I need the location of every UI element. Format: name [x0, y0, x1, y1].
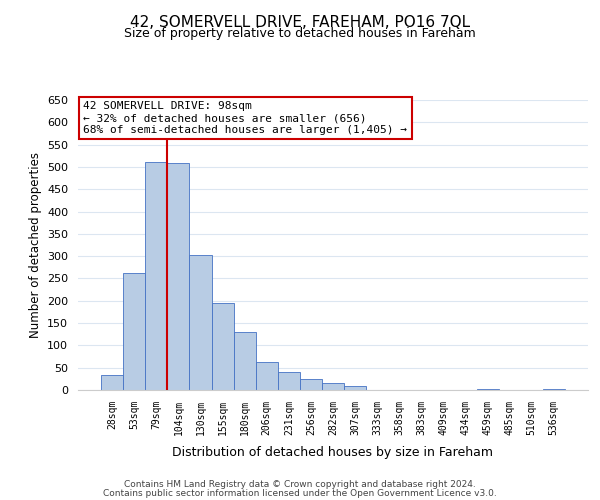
Text: Contains public sector information licensed under the Open Government Licence v3: Contains public sector information licen…: [103, 489, 497, 498]
Bar: [123, 272, 145, 390]
Text: 42, SOMERVELL DRIVE, FAREHAM, PO16 7QL: 42, SOMERVELL DRIVE, FAREHAM, PO16 7QL: [130, 15, 470, 30]
Bar: [344, 386, 366, 390]
Y-axis label: Number of detached properties: Number of detached properties: [29, 152, 41, 338]
Text: Size of property relative to detached houses in Fareham: Size of property relative to detached ho…: [124, 28, 476, 40]
Bar: [190, 256, 212, 390]
Bar: [101, 376, 123, 390]
Bar: [278, 372, 300, 390]
Text: 42 SOMERVELL DRIVE: 98sqm
← 32% of detached houses are smaller (656)
68% of semi: 42 SOMERVELL DRIVE: 98sqm ← 32% of detac…: [83, 102, 407, 134]
Bar: [322, 384, 344, 390]
Bar: [167, 164, 190, 390]
Bar: [256, 362, 278, 390]
Bar: [476, 389, 499, 390]
Bar: [300, 379, 322, 390]
Bar: [145, 162, 167, 390]
Bar: [212, 303, 233, 390]
Bar: [543, 389, 565, 390]
Bar: [233, 332, 256, 390]
Text: Contains HM Land Registry data © Crown copyright and database right 2024.: Contains HM Land Registry data © Crown c…: [124, 480, 476, 489]
X-axis label: Distribution of detached houses by size in Fareham: Distribution of detached houses by size …: [173, 446, 493, 459]
